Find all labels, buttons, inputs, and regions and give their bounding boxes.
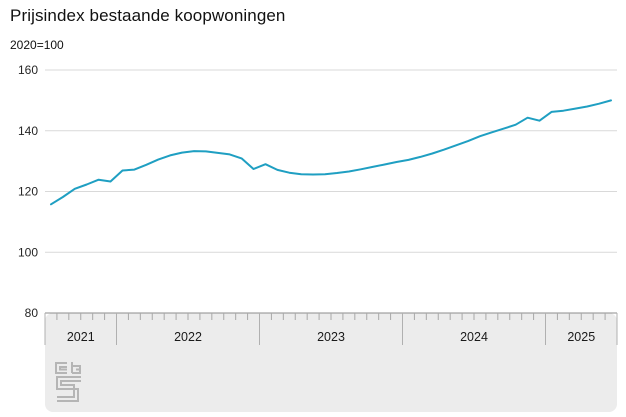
page-title: Prijsindex bestaande koopwoningen [10, 6, 286, 25]
cbs-logo-s-inner [57, 380, 81, 398]
price-index-series-line [50, 99, 612, 206]
cbs-logo-s-outer [56, 376, 81, 402]
y-gridlines [45, 69, 617, 253]
svg-text:2022: 2022 [174, 330, 202, 344]
x-axis-month-ticks [44, 313, 618, 345]
cbs-logo-c [55, 362, 67, 374]
chart-unit-note: 2020=100 [10, 38, 64, 52]
cbs-logo-c-inner [59, 366, 67, 371]
x-axis-year-labels: 2021 2022 2023 2024 2025 [67, 330, 595, 344]
y-axis-labels: 80 100 120 140 160 [18, 63, 38, 320]
svg-text:2023: 2023 [317, 330, 345, 344]
svg-text:2025: 2025 [567, 330, 595, 344]
svg-text:2024: 2024 [460, 330, 488, 344]
svg-text:140: 140 [18, 124, 38, 138]
x-axis-panel [45, 313, 617, 412]
svg-text:2021: 2021 [67, 330, 95, 344]
cbs-logo [55, 362, 81, 402]
svg-text:100: 100 [18, 245, 38, 259]
svg-text:160: 160 [18, 63, 38, 77]
svg-text:80: 80 [25, 306, 39, 320]
svg-text:120: 120 [18, 185, 38, 199]
